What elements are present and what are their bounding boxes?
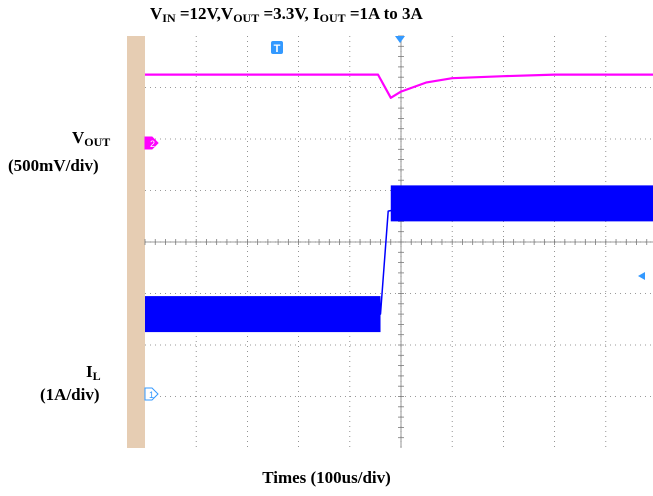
- traces: [145, 73, 653, 333]
- svg-text:2: 2: [150, 139, 155, 149]
- il-channel-marker: 1: [144, 387, 159, 401]
- markers: T 2 1: [144, 36, 645, 401]
- x-axis-label: Times (100us/div): [262, 468, 391, 487]
- il-scale-label: (1A/div): [40, 385, 100, 404]
- vout-channel-label: VOUT: [72, 128, 111, 149]
- il-channel-label: IL: [86, 362, 101, 383]
- left-channel-bar: [127, 36, 145, 448]
- trigger-position-arrow: [395, 36, 405, 43]
- svg-text:1: 1: [149, 390, 154, 400]
- trigger-marker: T: [271, 41, 283, 55]
- graticule: [144, 35, 653, 448]
- trigger-level-arrow: [638, 272, 645, 280]
- vout-channel-marker: 2: [144, 136, 159, 150]
- vout-trace: [145, 73, 653, 99]
- vout-scale-label: (500mV/div): [8, 156, 99, 175]
- il-ripple-band: [390, 185, 653, 222]
- chart-title: VIN =12V,VOUT =3.3V, IOUT =1A to 3A: [150, 4, 423, 25]
- svg-text:T: T: [274, 43, 281, 55]
- il-ripple-band: [145, 296, 381, 333]
- il-trace: [145, 202, 653, 315]
